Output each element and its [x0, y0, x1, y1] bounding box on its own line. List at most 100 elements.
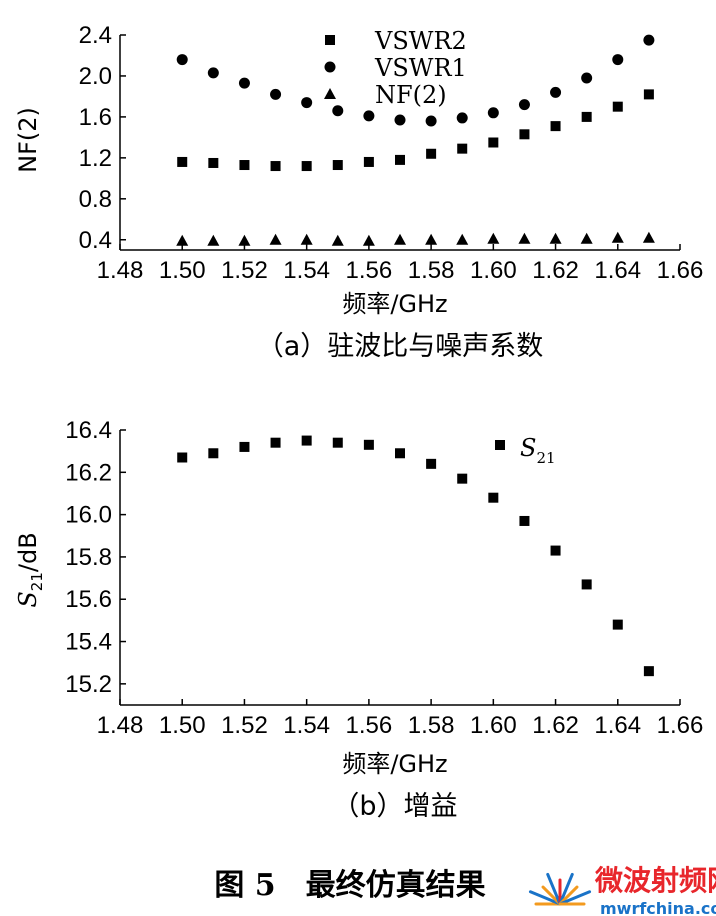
x-tick-label: 1.58	[408, 712, 455, 739]
x-tick-label: 1.52	[221, 257, 268, 284]
x-axis-label-b: 频率/GHz	[342, 750, 447, 778]
data-point-nf2	[642, 231, 655, 243]
y-tick-label: 16.0	[65, 502, 112, 529]
data-point-nf2	[300, 233, 313, 245]
x-tick-label: 1.54	[283, 257, 330, 284]
data-point-nf2	[238, 234, 251, 246]
data-point-vswr1	[550, 86, 562, 98]
data-point-vswr1	[238, 77, 250, 89]
x-tick-label: 1.62	[532, 257, 579, 284]
y-axis-label-b-main: S	[14, 591, 42, 607]
x-tick-label: 1.64	[594, 257, 641, 284]
data-point-s21	[270, 437, 281, 448]
x-tick-label: 1.62	[532, 712, 579, 739]
legend-marker-vswr1	[324, 61, 336, 73]
data-point-nf2	[518, 232, 531, 244]
caption-a: （a）驻波比与噪声系数	[257, 331, 544, 362]
data-point-vswr2	[177, 156, 188, 167]
y-tick-label: 15.8	[65, 544, 112, 571]
legend-marker-vswr2	[325, 35, 335, 45]
data-point-vswr2	[457, 143, 468, 154]
chart-panel-b: 1.48 1.50 1.52 1.54 1.56 1.58 1.60 1.62 1.64 1.66…	[14, 417, 703, 822]
data-point-s21	[332, 437, 343, 448]
data-point-vswr1	[425, 115, 437, 127]
data-point-vswr2	[488, 137, 499, 148]
data-point-s21	[550, 545, 561, 556]
x-tick-label: 1.56	[346, 712, 393, 739]
y-tick-label: 15.6	[65, 586, 112, 613]
x-tick-label: 1.56	[346, 257, 393, 284]
data-point-vswr2	[550, 121, 561, 132]
x-tick-label: 1.54	[283, 712, 330, 739]
x-tick-label: 1.60	[470, 257, 517, 284]
x-tick-label: 1.50	[159, 257, 206, 284]
data-point-s21	[519, 515, 530, 526]
data-point-s21	[208, 448, 219, 459]
watermark-ray	[546, 872, 562, 906]
data-point-vswr1	[487, 107, 499, 119]
x-tick-label: 1.48	[97, 257, 144, 284]
y-axis-label-b: S21/dB	[14, 532, 46, 607]
data-point-s21	[395, 448, 405, 459]
data-point-nf2	[394, 233, 406, 245]
y-tick-label: 2.4	[79, 22, 112, 49]
watermark-rays-icon	[528, 872, 592, 906]
y-tick-label: 1.6	[79, 104, 112, 131]
data-point-vswr2	[208, 157, 219, 168]
data-point-vswr1	[207, 67, 219, 79]
watermark-ray	[541, 885, 562, 906]
x-tick-label: 1.58	[408, 257, 455, 284]
data-point-vswr1	[332, 105, 344, 117]
data-point-nf2	[580, 232, 593, 244]
data-point-vswr1	[363, 110, 375, 122]
data-point-vswr1	[518, 99, 530, 111]
y-tick-label: 15.4	[65, 629, 112, 656]
watermark-logo: 微波射频网 mwrfchina.com	[528, 864, 716, 916]
watermark-ray	[558, 872, 574, 906]
data-point-vswr2	[643, 89, 654, 100]
data-point-nf2	[176, 234, 189, 246]
x-tick-label: 1.50	[159, 712, 206, 739]
data-point-nf2	[549, 232, 562, 244]
data-point-s21	[239, 441, 250, 452]
legend-marker-nf2	[324, 88, 336, 99]
data-point-vswr1	[176, 54, 188, 66]
y-tick-label: 2.0	[79, 63, 112, 90]
y-tick-label: 15.2	[65, 671, 112, 698]
data-point-nf2	[269, 233, 282, 245]
data-point-vswr2	[426, 148, 437, 159]
data-point-vswr2	[581, 111, 592, 122]
x-tick-label: 1.60	[470, 712, 517, 739]
y-axis-label-b-sub: 21	[28, 572, 46, 591]
data-point-vswr1	[301, 97, 313, 109]
data-point-vswr1	[581, 72, 593, 84]
data-point-nf2	[362, 234, 375, 246]
y-tick-label: 1.2	[79, 145, 112, 172]
data-point-nf2	[425, 233, 438, 245]
svg-text:S21/dB: S21/dB	[14, 532, 46, 607]
x-tick-label: 1.64	[594, 712, 641, 739]
data-point-vswr2	[395, 154, 405, 165]
data-point-vswr1	[456, 112, 468, 124]
watermark-ray	[558, 890, 592, 906]
y-axis-label-b-unit: /dB	[14, 532, 42, 572]
plot-area-b: 1.48 1.50 1.52 1.54 1.56 1.58 1.60 1.62 1.64 1.66…	[65, 417, 703, 739]
plot-area-a: 1.48 1.50 1.52 1.54 1.56 1.58 1.60 1.62 1.64 1.66…	[79, 22, 704, 284]
legend-marker-s21	[495, 440, 505, 450]
data-point-vswr1	[612, 54, 624, 66]
legend-label-nf2: NF(2)	[375, 81, 447, 109]
data-point-vswr1	[394, 114, 406, 126]
watermark-ray	[558, 885, 579, 906]
x-tick-label: 1.66	[657, 257, 704, 284]
x-tick-label: 1.52	[221, 712, 268, 739]
data-point-s21	[426, 458, 437, 469]
data-point-s21	[643, 666, 654, 677]
data-point-vswr2	[270, 161, 281, 172]
figure-caption: 图 5 最终仿真结果	[214, 868, 485, 903]
data-point-vswr2	[332, 160, 343, 171]
x-tick-label: 1.66	[657, 712, 704, 739]
x-axis-label-a: 频率/GHz	[342, 290, 447, 318]
data-point-vswr2	[612, 101, 623, 112]
